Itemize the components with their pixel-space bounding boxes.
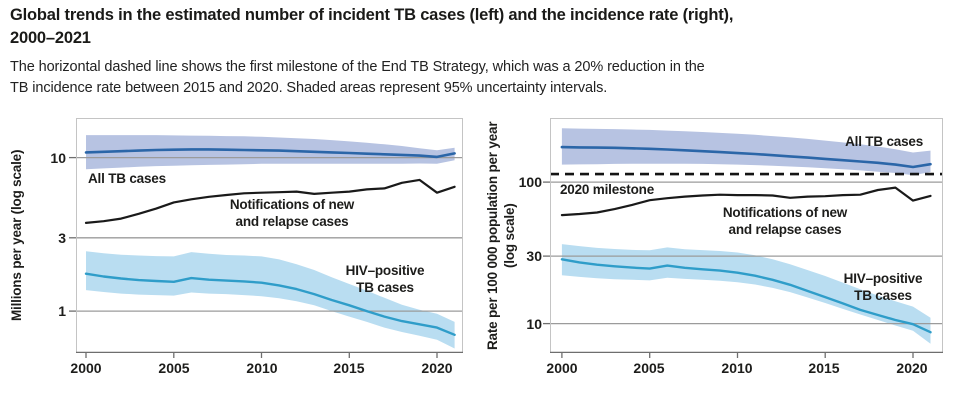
right-chart-incidence-rate xyxy=(543,118,943,358)
left-xtick-2015: 2015 xyxy=(333,360,365,376)
figure-title-line2: 2000–2021 xyxy=(10,29,91,47)
figure-subtitle-line1: The horizontal dashed line shows the fir… xyxy=(10,59,705,75)
left-xtick-2020: 2020 xyxy=(421,360,453,376)
uncertainty-band-all-tb-cases xyxy=(86,135,455,170)
figure-title: Global trends in the estimated number of… xyxy=(10,4,955,50)
left-xtick-2000: 2000 xyxy=(70,360,102,376)
left-ytick-1: 1 xyxy=(58,303,66,319)
figure-subtitle-line2: TB incidence rate between 2015 and 2020.… xyxy=(10,80,608,96)
right-xtick-2010: 2010 xyxy=(721,360,753,376)
right-xtick-2000: 2000 xyxy=(546,360,578,376)
left-xtick-2010: 2010 xyxy=(246,360,278,376)
right-label-notifications: Notifications of new and relapse cases xyxy=(722,205,848,237)
series-line-all-tb-cases xyxy=(84,148,456,159)
series-line-notifications-of-new-and-relapse-cases xyxy=(84,178,456,225)
left-label-hiv-positive: HIV–positive TB cases xyxy=(345,263,425,295)
figure-subtitle: The horizontal dashed line shows the fir… xyxy=(10,57,955,99)
left-ytick-10: 10 xyxy=(50,150,66,166)
right-xtick-2015: 2015 xyxy=(808,360,840,376)
series-line-hiv-positive-tb-cases xyxy=(84,272,456,337)
right-xtick-2005: 2005 xyxy=(633,360,665,376)
left-label-all-tb-cases: All TB cases xyxy=(88,171,166,186)
series-line-all-tb-cases xyxy=(560,145,932,169)
right-ytick-100: 100 xyxy=(518,174,542,190)
uncertainty-band-hiv-positive-tb-cases xyxy=(86,251,455,349)
series-line-hiv-positive-tb-cases xyxy=(560,258,932,334)
right-xtick-2020: 2020 xyxy=(896,360,928,376)
uncertainty-band-all-tb-cases xyxy=(561,128,931,176)
left-chart-incident-tb-cases xyxy=(69,118,463,358)
right-ytick-10: 10 xyxy=(526,316,542,332)
right-label-all-tb-cases: All TB cases xyxy=(845,134,923,149)
left-ytick-3: 3 xyxy=(58,230,66,246)
figure-title-line1: Global trends in the estimated number of… xyxy=(10,6,734,24)
right-label-hiv-positive: HIV–positive TB cases xyxy=(843,271,923,303)
right-ytick-30: 30 xyxy=(526,248,542,264)
right-label-2020-milestone: 2020 milestone xyxy=(560,182,655,197)
series-line-notifications-of-new-and-relapse-cases xyxy=(560,186,932,217)
left-xtick-2005: 2005 xyxy=(158,360,190,376)
left-label-notifications: Notifications of new and relapse cases xyxy=(229,197,355,229)
